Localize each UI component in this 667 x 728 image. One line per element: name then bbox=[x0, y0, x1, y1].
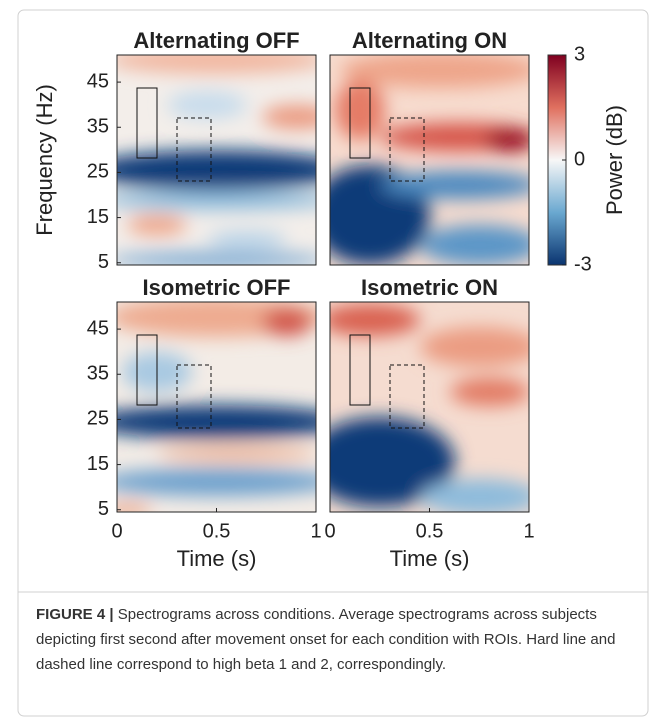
y-tick-label: 5 bbox=[98, 251, 109, 273]
heatmap bbox=[117, 302, 316, 512]
colorbar-tick-label: 0 bbox=[574, 148, 585, 170]
axes-box bbox=[329, 54, 530, 266]
heatmap bbox=[117, 55, 316, 265]
x-tick-label: 0 bbox=[324, 520, 335, 542]
y-tick-label: 25 bbox=[87, 408, 109, 430]
y-tick-label: 35 bbox=[87, 363, 109, 385]
panel-title: Isometric ON bbox=[361, 275, 498, 300]
y-tick-label: 45 bbox=[87, 317, 109, 339]
x-tick-label: 1 bbox=[310, 520, 321, 542]
x-tick-label: 1 bbox=[523, 520, 534, 542]
x-tick-label: 0 bbox=[111, 520, 122, 542]
axes-box bbox=[116, 54, 317, 266]
frame bbox=[17, 9, 649, 717]
x-tick-label: 0.5 bbox=[416, 520, 444, 542]
y-tick-label: 35 bbox=[87, 116, 109, 138]
caption: FIGURE 4 | Spectrograms across condition… bbox=[36, 602, 636, 677]
colorbar-tick-label: 3 bbox=[574, 43, 585, 65]
caption-label: FIGURE 4 | bbox=[36, 606, 114, 623]
heatmap bbox=[330, 302, 529, 512]
x-tick-label: 0.5 bbox=[203, 520, 231, 542]
heatmap bbox=[330, 55, 529, 265]
x-axis-label: Time (s) bbox=[390, 546, 470, 571]
colorbar-tick-label: -3 bbox=[574, 253, 592, 275]
y-tick-label: 5 bbox=[98, 498, 109, 520]
y-tick-label: 45 bbox=[87, 70, 109, 92]
y-tick-label: 25 bbox=[87, 161, 109, 183]
panel-title: Alternating ON bbox=[352, 28, 507, 53]
x-axis-label: Time (s) bbox=[177, 546, 257, 571]
caption-text: Spectrograms across conditions. Average … bbox=[36, 606, 616, 673]
y-axis-label: Frequency (Hz) bbox=[32, 84, 57, 236]
panel-title: Alternating OFF bbox=[133, 28, 299, 53]
colorbar-label: Power (dB) bbox=[602, 105, 627, 215]
panel-title: Isometric OFF bbox=[143, 275, 291, 300]
y-tick-label: 15 bbox=[87, 206, 109, 228]
y-tick-label: 15 bbox=[87, 453, 109, 475]
